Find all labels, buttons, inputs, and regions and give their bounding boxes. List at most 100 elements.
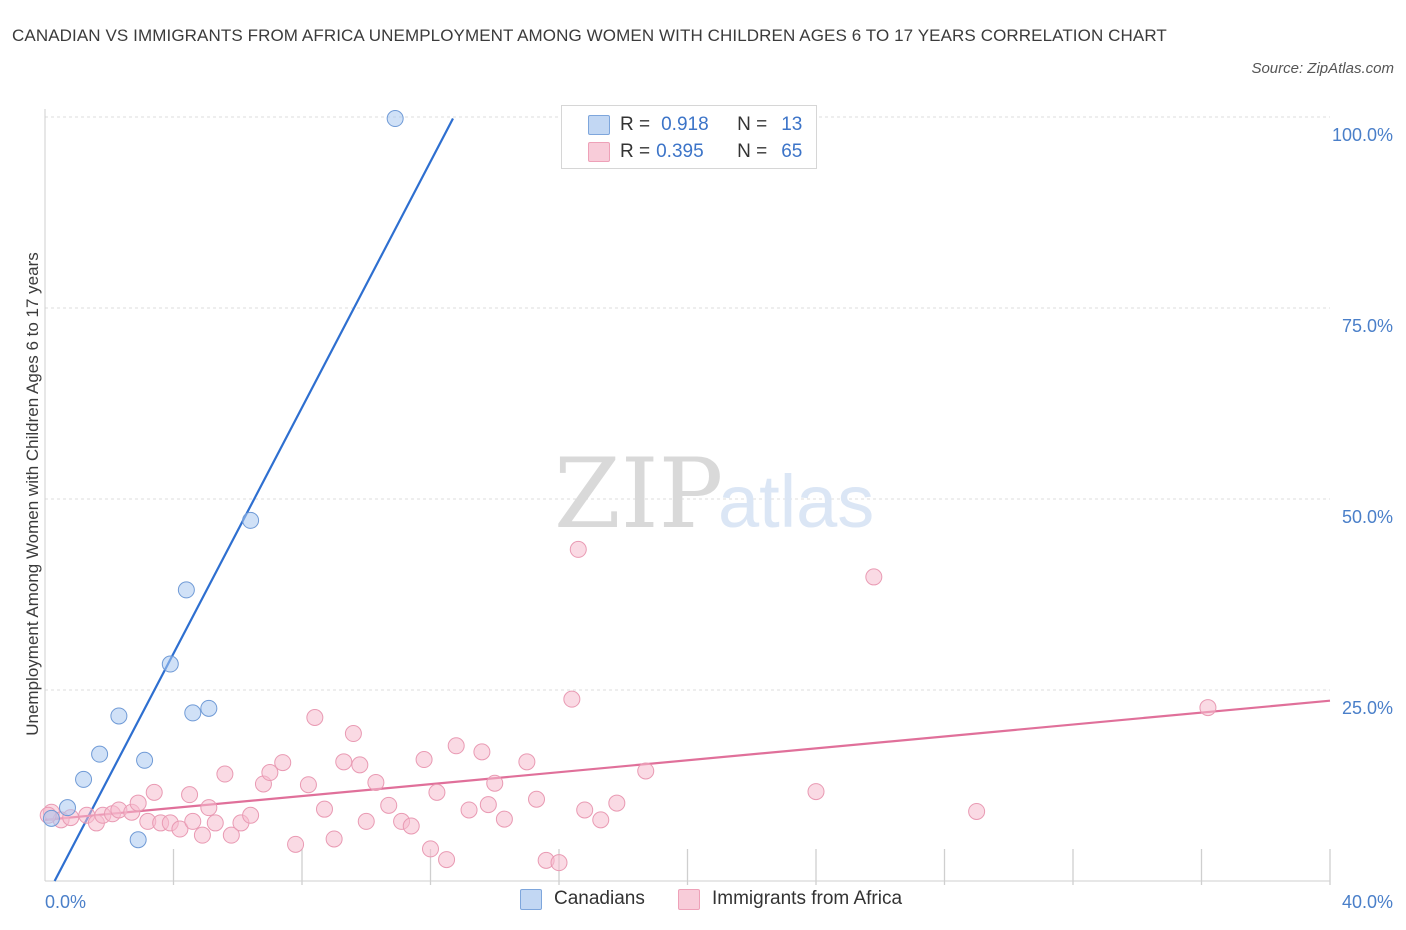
point-africa [216,765,234,783]
point-africa [315,800,333,818]
point-africa [171,820,189,838]
watermark: ZIP atlas [554,438,874,550]
point-africa [380,796,398,814]
legend-r-label: R = [620,114,651,135]
point-africa [402,817,420,835]
point-africa [1199,699,1217,717]
gridlines [45,116,1330,691]
point-africa [422,840,439,858]
chart-title: CANADIAN VS IMMIGRANTS FROM AFRICA UNEMP… [12,26,1167,45]
point-africa [968,802,986,820]
point-africa [569,540,587,558]
point-africa [222,826,240,844]
point-africa [563,690,581,708]
y-tick-label: 50.0% [1342,507,1393,527]
trendline-africa [44,699,1331,821]
point-africa [608,794,626,812]
point-africa [807,783,825,801]
point-africa [865,568,883,586]
point-canadians [42,809,60,827]
legend-swatch-africa [588,142,610,162]
y-axis-label: Unemployment Among Women with Children A… [23,252,42,736]
legend-r-value: 0.918 [661,114,709,135]
point-africa [325,830,343,848]
point-africa [415,751,433,769]
point-africa [486,774,504,792]
point-canadians [177,581,195,599]
x-tick-label: 0.0% [45,892,86,912]
y-tick-label: 75.0% [1342,316,1393,336]
point-canadians [161,655,179,673]
point-canadians [129,831,147,849]
series-swatch-africa [678,888,700,910]
point-africa [129,794,147,812]
point-africa [261,764,279,782]
legend-row-africa: R = 0.395 N = 65 [588,139,802,165]
point-africa [206,814,224,832]
stats-legend: R = 0.918 N = 13 R = 0.395 N = 65 [561,105,817,169]
point-africa [473,743,491,761]
point-africa [428,783,446,801]
y-tick-label: 100.0% [1332,125,1393,145]
legend-n-label: N = [737,114,768,135]
point-canadians [75,770,93,788]
point-africa [344,725,362,743]
legend-swatch-canadians [588,115,610,135]
point-canadians [184,704,202,722]
series-legend-canadians[interactable]: Canadians [520,888,645,910]
point-africa [550,854,568,872]
series-label-canadians: Canadians [554,888,645,909]
point-canadians [200,699,218,717]
point-africa [193,826,211,844]
point-canadians [136,751,154,769]
point-africa [145,783,163,801]
point-africa [447,737,465,755]
point-canadians [58,799,76,817]
legend-n-label: N = [737,141,768,162]
point-africa [576,801,594,819]
point-africa [351,756,369,774]
series-swatch-canadians [520,888,542,910]
watermark-atlas: atlas [718,460,874,543]
legend-row-canadians: R = 0.918 N = 13 [588,112,802,138]
point-africa [367,773,385,791]
point-africa [274,754,292,772]
legend-r-value: 0.395 [656,141,704,162]
point-canadians [91,745,109,763]
point-africa [200,799,218,817]
point-africa [592,811,610,829]
point-africa [287,835,305,853]
y-tick-label: 25.0% [1342,698,1393,718]
point-africa [438,851,456,869]
chart-source: Source: ZipAtlas.com [1251,60,1394,77]
data-points [39,110,1217,872]
legend-n-value: 13 [781,114,803,135]
point-africa [335,753,353,771]
point-africa [357,812,375,830]
point-africa [518,753,536,771]
point-canadians [242,511,260,529]
trendline-canadians [53,118,454,882]
point-africa [306,709,324,727]
point-africa [184,812,202,830]
legend-r-label: R = [620,141,651,162]
point-africa [637,762,655,780]
trendlines [44,118,1331,882]
series-legend-africa[interactable]: Immigrants from Africa [678,888,902,910]
point-africa [299,776,317,794]
point-africa [495,810,513,828]
point-canadians [110,707,128,725]
series-label-africa: Immigrants from Africa [712,888,903,909]
tick-labels: 25.0% 50.0% 75.0% 100.0% 0.0% 40.0% [45,125,1393,912]
point-africa [528,790,546,808]
point-africa [242,806,260,824]
watermark-zip: ZIP [554,438,723,550]
legend-n-value: 65 [781,141,803,162]
x-tick-label: 40.0% [1342,892,1393,912]
point-africa [181,786,199,804]
point-africa [460,801,478,819]
point-canadians [386,110,404,128]
series-legend: Canadians Immigrants from Africa [0,888,1406,916]
point-africa [479,796,497,814]
